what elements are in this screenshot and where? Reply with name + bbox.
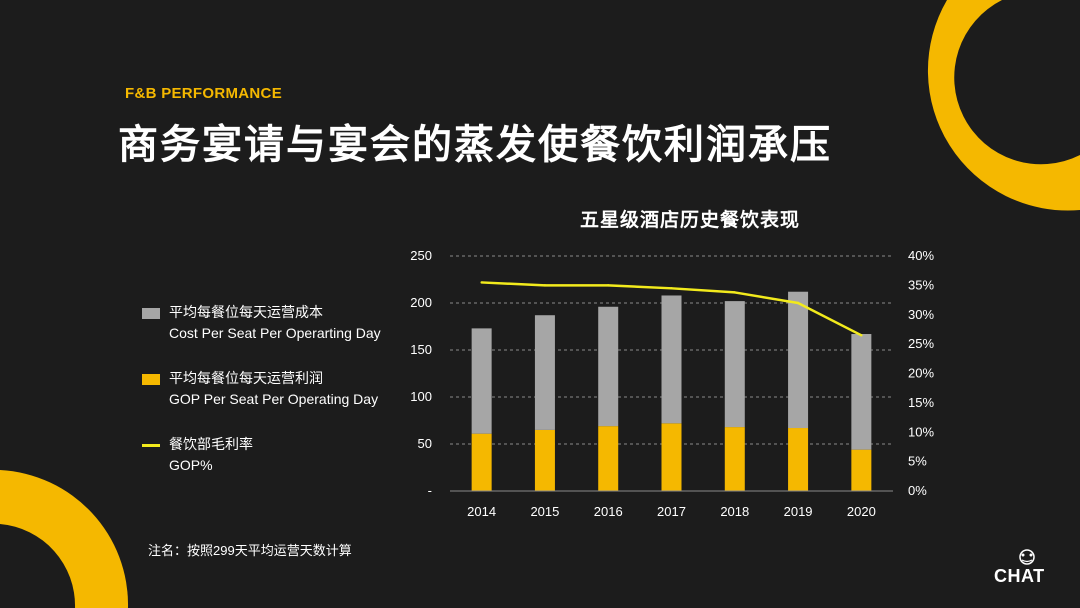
line-point [480, 281, 483, 284]
y-right-tick-label: 5% [908, 454, 927, 469]
legend-item-gop: 平均每餐位每天运营利润 GOP Per Seat Per Operating D… [140, 368, 410, 434]
y-right-tick-label: 30% [908, 307, 934, 322]
y-left-tick-label: 200 [410, 295, 432, 310]
y-left-tick-label: - [428, 483, 432, 498]
brand-logo-icon [1019, 549, 1035, 565]
line-point [733, 291, 736, 294]
bar-cost [851, 334, 872, 450]
footnote: 注名：按照299天平均运营天数计算 [148, 543, 352, 558]
legend-item-cost: 平均每餐位每天运营成本 Cost Per Seat Per Operarting… [140, 302, 410, 368]
x-tick-label: 2017 [657, 504, 686, 519]
chart-legend: 平均每餐位每天运营成本 Cost Per Seat Per Operarting… [140, 302, 410, 500]
x-tick-label: 2014 [467, 504, 496, 519]
bar-gop [724, 427, 745, 491]
line-point [860, 334, 863, 337]
legend-item-gop-pct: 餐饮部毛利率 GOP% [140, 434, 410, 500]
y-right-tick-label: 40% [908, 248, 934, 263]
bar-gop [471, 433, 492, 491]
y-left-tick-label: 250 [410, 248, 432, 263]
legend-swatch-cost [142, 308, 160, 319]
line-point [543, 284, 547, 287]
y-right-tick-label: 35% [908, 277, 934, 292]
legend-label-gop-en: GOP Per Seat Per Operating Day [169, 391, 379, 407]
legend-label-pct-cn: 餐饮部毛利率 [169, 436, 253, 452]
bar-gop [851, 449, 872, 491]
bar-cost [534, 315, 555, 430]
legend-label-cost-cn: 平均每餐位每天运营成本 [169, 304, 323, 320]
bar-cost [661, 295, 682, 424]
bar-gop [598, 426, 619, 491]
legend-swatch-gop [142, 374, 160, 385]
y-left-tick-label: 150 [410, 342, 432, 357]
x-tick-label: 2020 [847, 504, 876, 519]
legend-label-cost-en: Cost Per Seat Per Operarting Day [169, 325, 381, 341]
legend-label-pct-en: GOP% [169, 457, 213, 473]
bar-cost [724, 301, 745, 428]
bar-cost [598, 306, 619, 427]
bar-cost [471, 328, 492, 434]
bar-gop [788, 428, 809, 491]
line-point [607, 284, 610, 287]
legend-swatch-gop-pct [142, 444, 160, 447]
y-right-tick-label: 15% [908, 395, 934, 410]
line-point [670, 287, 673, 290]
y-left-tick-label: 50 [418, 436, 432, 451]
corner-arc-bottom-left [0, 470, 129, 608]
x-tick-label: 2018 [720, 504, 749, 519]
bar-gop [661, 423, 682, 491]
brand-name: CHAT [994, 566, 1045, 586]
y-right-tick-label: 0% [908, 483, 927, 498]
y-right-tick-label: 10% [908, 424, 934, 439]
chart-title: 五星级酒店历史餐饮表现 [579, 210, 800, 231]
legend-label-gop-cn: 平均每餐位每天运营利润 [169, 370, 323, 386]
x-tick-label: 2019 [784, 504, 813, 519]
section-kicker: F&B PERFORMANCE [125, 85, 282, 102]
x-tick-label: 2015 [530, 504, 559, 519]
page-title: 商务宴请与宴会的蒸发使餐饮利润承压 [118, 123, 832, 167]
bar-cost [788, 291, 809, 429]
y-left-tick-label: 100 [410, 389, 432, 404]
y-right-tick-label: 20% [908, 366, 934, 381]
line-point [796, 301, 800, 305]
x-tick-label: 2016 [594, 504, 623, 519]
bar-gop [534, 429, 555, 491]
corner-arc-top-right [927, 0, 1080, 211]
y-right-tick-label: 25% [908, 336, 934, 351]
